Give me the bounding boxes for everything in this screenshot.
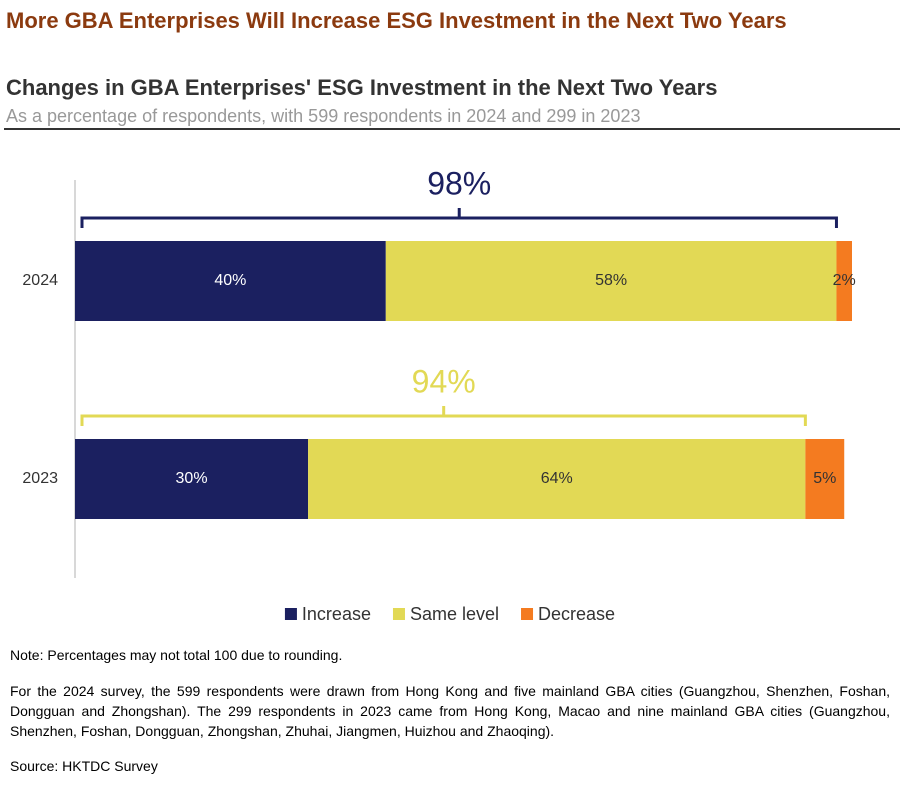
legend-label: Same level [410, 604, 499, 624]
bar-segment [75, 439, 309, 519]
bracket [80, 208, 838, 228]
bar-segment [836, 241, 852, 321]
legend-label: Decrease [538, 604, 615, 624]
chart-title: More GBA Enterprises Will Increase ESG I… [6, 8, 787, 33]
y-tick-label: 2023 [22, 470, 58, 487]
legend-label: Increase [302, 604, 371, 624]
legend-swatch [284, 608, 297, 620]
value-label: 30% [176, 470, 208, 487]
chart: More GBA Enterprises Will Increase ESG I… [4, 8, 900, 624]
source: Source: HKTDC Survey [10, 758, 158, 774]
note-body: For the 2024 survey, the 599 respondents… [10, 683, 890, 739]
legend-swatch [392, 608, 405, 620]
value-label: 5% [813, 470, 836, 487]
bracket-label: 98% [427, 165, 491, 201]
bracket-label: 94% [412, 363, 476, 399]
chart-subtitle: Changes in GBA Enterprises' ESG Investme… [6, 75, 717, 100]
value-label: 58% [595, 272, 627, 289]
bar-segment [385, 241, 837, 321]
title-box: More GBA Enterprises Will Increase ESG I… [6, 8, 787, 33]
value-label: 2% [833, 272, 856, 289]
note: Note: Percentages may not total 100 due … [10, 647, 343, 663]
bracket [80, 406, 807, 426]
bar-segment [308, 439, 806, 519]
value-label: 40% [214, 272, 246, 289]
bar-segment [75, 241, 386, 321]
bar-segment [805, 439, 845, 519]
chart-description: As a percentage of respondents, with 599… [6, 106, 640, 126]
y-tick-label: 2024 [22, 272, 58, 289]
value-label: 64% [541, 470, 573, 487]
legend-swatch [521, 608, 534, 620]
